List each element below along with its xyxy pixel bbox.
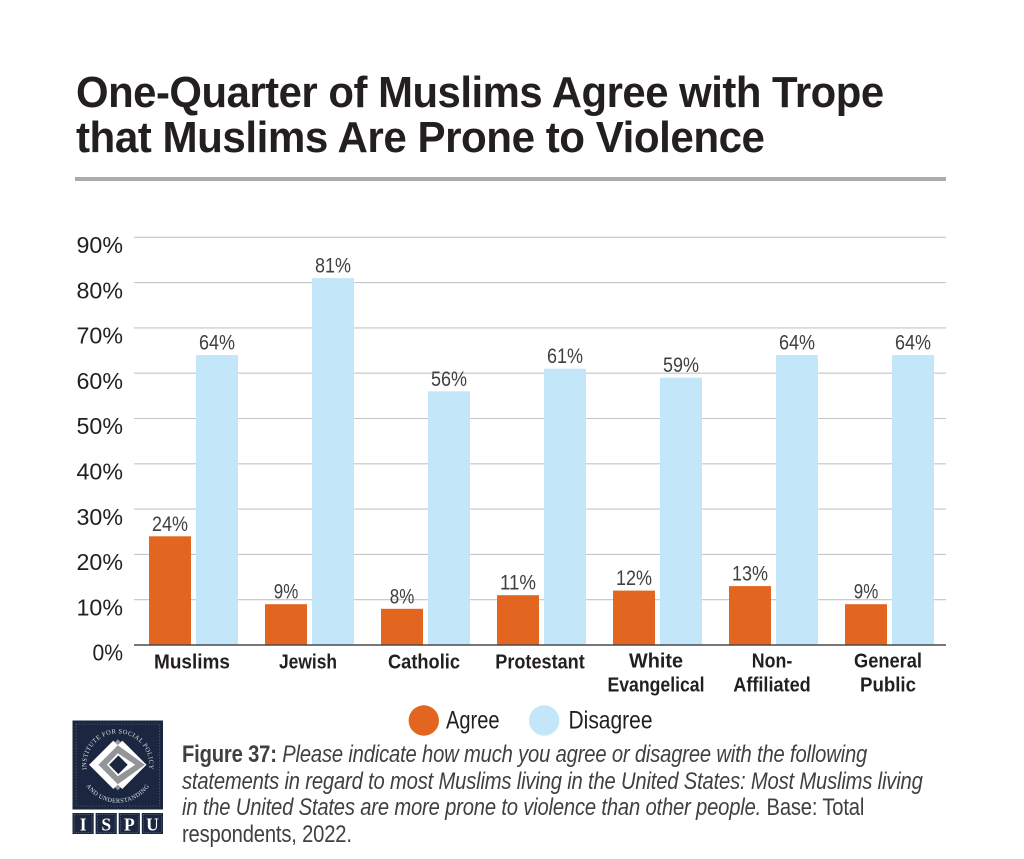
svg-text:40%: 40% bbox=[77, 459, 124, 485]
svg-text:64%: 64% bbox=[895, 332, 931, 355]
svg-text:11%: 11% bbox=[500, 572, 536, 595]
svg-text:S: S bbox=[101, 814, 111, 834]
svg-text:Jewish: Jewish bbox=[279, 652, 337, 674]
svg-text:50%: 50% bbox=[77, 413, 124, 439]
svg-text:60%: 60% bbox=[77, 368, 124, 394]
svg-text:13%: 13% bbox=[732, 563, 768, 586]
svg-text:8%: 8% bbox=[390, 585, 415, 608]
svg-text:20%: 20% bbox=[77, 549, 124, 575]
svg-text:12%: 12% bbox=[616, 567, 652, 590]
svg-text:0%: 0% bbox=[93, 640, 124, 666]
svg-text:Affiliated: Affiliated bbox=[733, 675, 811, 697]
svg-text:9%: 9% bbox=[274, 581, 299, 604]
svg-text:64%: 64% bbox=[779, 332, 815, 355]
svg-text:U: U bbox=[146, 814, 159, 834]
svg-text:9%: 9% bbox=[854, 581, 879, 604]
svg-text:64%: 64% bbox=[199, 332, 235, 355]
svg-text:Protestant: Protestant bbox=[495, 652, 585, 674]
svg-text:P: P bbox=[124, 814, 135, 834]
svg-text:Catholic: Catholic bbox=[388, 652, 460, 674]
svg-text:Evangelical: Evangelical bbox=[608, 675, 705, 697]
svg-text:Muslims: Muslims bbox=[154, 652, 230, 674]
svg-text:56%: 56% bbox=[431, 368, 467, 391]
svg-text:70%: 70% bbox=[77, 323, 124, 349]
svg-text:81%: 81% bbox=[315, 255, 351, 278]
svg-text:59%: 59% bbox=[663, 354, 699, 377]
svg-text:10%: 10% bbox=[77, 594, 124, 620]
svg-text:Agree: Agree bbox=[446, 707, 500, 735]
svg-text:90%: 90% bbox=[77, 232, 124, 258]
svg-text:White: White bbox=[629, 651, 683, 673]
svg-text:I: I bbox=[80, 814, 87, 834]
svg-text:30%: 30% bbox=[77, 504, 124, 530]
svg-text:Public: Public bbox=[860, 675, 916, 697]
svg-text:Non-: Non- bbox=[752, 651, 793, 673]
svg-text:24%: 24% bbox=[152, 513, 188, 536]
svg-text:General: General bbox=[854, 651, 922, 673]
svg-text:61%: 61% bbox=[547, 345, 583, 368]
svg-text:Disagree: Disagree bbox=[569, 707, 653, 735]
svg-text:80%: 80% bbox=[77, 277, 124, 303]
